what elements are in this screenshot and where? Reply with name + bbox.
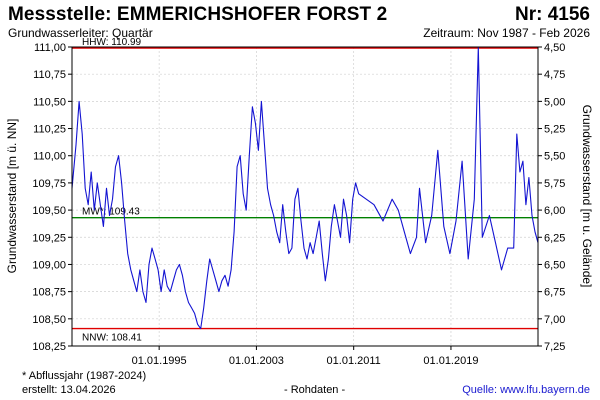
left-tick-label: 110,00 [33,151,66,163]
right-tick-label: 4,50 [544,42,565,54]
left-tick-label: 110,25 [33,124,66,136]
right-y-axis: 4,50 4,75 5,00 5,25 5,50 5,75 6,00 6,25 6,50 6,75… [538,42,565,353]
groundwater-series-line [71,46,539,330]
x-tick-label: 01.01.1995 [132,355,187,367]
left-tick-label: 110,75 [33,69,66,81]
right-tick-label: 5,75 [544,178,565,190]
x-tick-label: 01.01.2011 [327,355,381,367]
left-tick-label: 108,25 [32,341,66,353]
station-title: Messstelle: EMMERICHSHOFER FORST 2 [8,4,388,25]
x-tick-label: 01.01.2019 [423,355,478,367]
left-axis-label: Grundwasserstand [m ü. NN] [5,119,19,274]
x-tick-label: 01.01.2003 [229,355,284,367]
left-tick-label: 109,00 [32,259,66,271]
right-tick-label: 6,50 [544,259,565,271]
series-layer [71,46,539,330]
left-tick-label: 108,75 [32,287,66,299]
nnw-label: NNW: 108.41 [82,333,142,344]
right-tick-label: 6,75 [544,287,565,299]
left-tick-label: 109,75 [32,178,66,190]
created-date: erstellt: 13.04.2026 [22,384,116,396]
right-tick-label: 5,25 [544,124,565,136]
left-tick-label: 109,50 [32,205,66,217]
left-y-axis: 108,25 108,50 108,75 109,00 109,25 109,50 109,… [32,42,72,353]
x-axis: 01.01.1995 01.01.2003 01.01.2011 01.01.2019 [132,346,478,367]
hydro-year-note: * Abflussjahr (1987-2024) [22,370,147,382]
right-tick-label: 4,75 [544,69,565,81]
raw-data-label: - Rohdaten - [284,384,346,396]
left-tick-label: 108,50 [32,314,66,326]
grid [72,46,538,347]
right-tick-label: 7,25 [544,341,565,353]
right-tick-label: 5,50 [544,151,565,163]
source-link[interactable]: Quelle: www.lfu.bayern.de [462,384,590,396]
right-tick-label: 6,25 [544,232,565,244]
right-tick-label: 7,00 [544,314,565,326]
mw-label: MW*: 109.43 [82,207,140,218]
left-tick-label: 110,50 [33,96,66,108]
station-number: Nr: 4156 [515,4,590,25]
left-tick-label: 111,00 [34,42,66,54]
right-tick-label: 5,00 [544,96,565,108]
aquifer-label: Grundwasserleiter: Quartär [8,26,153,40]
hhw-label: HHW: 110.99 [82,37,142,48]
left-tick-label: 109,25 [32,232,66,244]
plot-frame [71,46,539,347]
right-tick-label: 6,00 [544,205,565,217]
reference-lines: HHW: 110.99 MW*: 109.43 NNW: 108.41 [72,37,538,344]
period-label: Zeitraum: Nov 1987 - Feb 2026 [423,26,590,40]
right-axis-label: Grundwasserstand [m u. Gelände] [580,105,594,288]
